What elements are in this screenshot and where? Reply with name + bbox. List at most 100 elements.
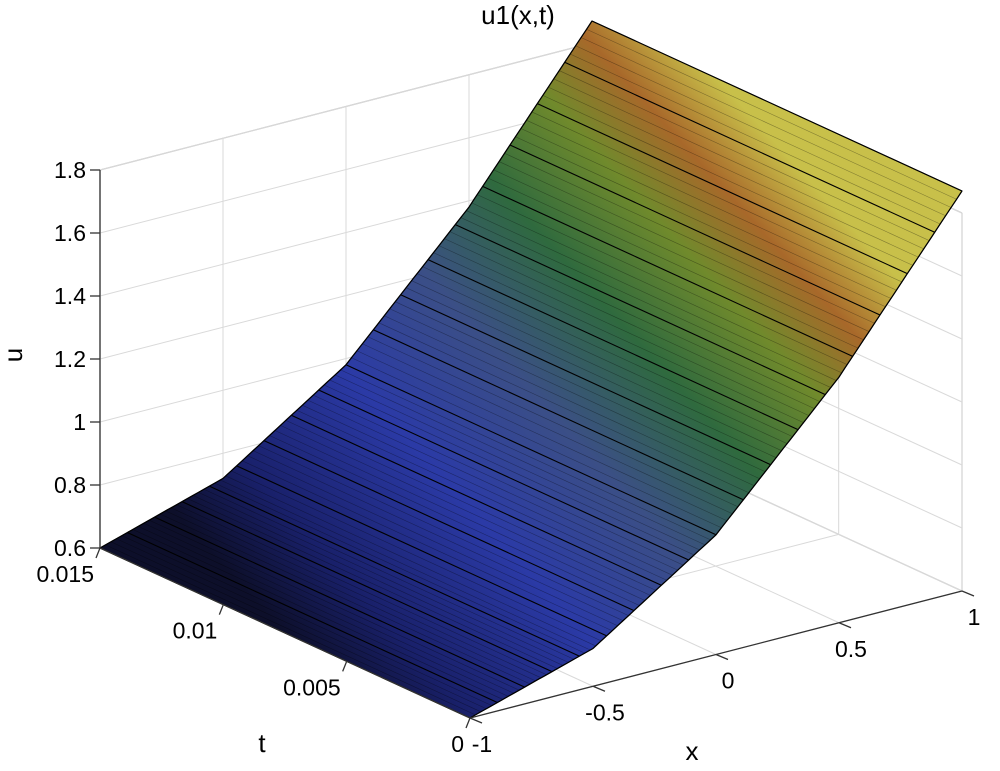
axes: 0.6 0.8 1 1.2 1.4 1.6 1.8 -1 -0.5 0 0.5 1 0 0.005 0.01… xyxy=(36,157,980,757)
surface-mesh-line xyxy=(477,194,848,365)
x-tick-label: 0 xyxy=(722,668,735,694)
t-tick-mark xyxy=(95,547,101,559)
surface-mesh-line xyxy=(570,53,941,225)
surface-contour-line xyxy=(345,364,717,536)
surface-mesh-line xyxy=(531,111,902,283)
u-tick-label: 1 xyxy=(73,409,86,435)
x-tick-label: -1 xyxy=(472,731,492,757)
u-tick-label: 0.6 xyxy=(54,535,86,561)
surface-mesh-line xyxy=(542,95,913,266)
surface-mesh-line xyxy=(488,177,859,349)
x-tick-mark xyxy=(715,653,729,661)
u-axis-label: u xyxy=(0,348,28,362)
surface-mesh-line xyxy=(187,498,558,669)
surface-contour-line xyxy=(154,516,525,688)
surface-contour-line xyxy=(509,144,881,316)
t-axis-label: t xyxy=(258,728,266,758)
surface-mesh-line xyxy=(132,529,503,700)
chart-title: u1(x,t) xyxy=(481,0,555,30)
surface-mesh-line xyxy=(406,287,777,458)
surface-mesh-line xyxy=(548,86,919,258)
t-axis-line xyxy=(99,547,471,719)
surface-mesh-line xyxy=(553,78,924,250)
surface-contour-line xyxy=(482,185,853,357)
surface-mesh-line xyxy=(444,238,815,409)
surface-mesh-line xyxy=(170,507,542,679)
surface-edge xyxy=(99,20,593,549)
surface-contour-line xyxy=(318,389,689,561)
surface-contour-line xyxy=(400,294,771,466)
surface-mesh-line xyxy=(411,280,782,451)
surface-mesh-line xyxy=(466,210,837,381)
surface-mesh-line xyxy=(214,482,585,654)
x-tick-label: -0.5 xyxy=(585,699,625,725)
t-tick-label: 0.005 xyxy=(283,674,341,700)
surface-mesh-line xyxy=(247,455,618,626)
surface-contour-line xyxy=(591,20,963,192)
surface-contour-line xyxy=(236,465,607,637)
surface-mesh-line xyxy=(138,526,509,697)
surface-contour-line xyxy=(209,485,580,657)
t-tick-mark xyxy=(342,661,348,672)
surface-mesh-line xyxy=(416,273,788,444)
u-tick-label: 1.4 xyxy=(54,283,86,309)
surface-mesh-line xyxy=(274,430,646,601)
surface-contour-line xyxy=(455,224,826,396)
surface-mesh-line xyxy=(395,301,766,472)
surface-mesh-line xyxy=(493,169,864,341)
u-tick-label: 1.8 xyxy=(54,157,86,183)
surface-mesh-line xyxy=(242,460,613,632)
surface-mesh-line xyxy=(324,384,695,556)
surface-mesh-line xyxy=(384,315,755,486)
x-tick-mark xyxy=(592,685,606,692)
x-tick-label: 1 xyxy=(968,604,981,630)
x-tick-mark xyxy=(469,717,483,724)
surface-mesh-line xyxy=(340,369,711,541)
t-tick-mark xyxy=(465,717,471,729)
surface-mesh-line xyxy=(280,425,651,596)
t-tick-label: 0.015 xyxy=(36,561,94,587)
surface-mesh-line xyxy=(471,202,842,374)
surface-mesh-line xyxy=(121,535,492,706)
surface-mesh-line xyxy=(580,37,952,208)
x-axis-label: x xyxy=(686,736,699,766)
surface-mesh-line xyxy=(438,245,810,416)
surface-mesh-line xyxy=(110,541,482,713)
surface-mesh-line xyxy=(504,153,875,324)
surface-contour-line xyxy=(373,329,744,501)
surface-mesh-line xyxy=(351,357,722,529)
surface-mesh-line xyxy=(433,252,804,423)
surface-mesh-line xyxy=(302,404,673,576)
surface-mesh-line xyxy=(149,519,520,691)
u-tick-label: 0.8 xyxy=(54,472,86,498)
t-tick-label: 0.01 xyxy=(173,618,218,644)
surface-mesh-line xyxy=(422,266,793,437)
surface-mesh-line xyxy=(586,28,957,200)
surface-contour-line xyxy=(427,259,799,431)
surface-contour-line xyxy=(263,440,635,612)
surface-mesh-line xyxy=(220,479,591,651)
surface-mesh-line xyxy=(252,450,624,621)
t-tick-label: 0 xyxy=(451,731,464,757)
surface-mesh-line xyxy=(334,374,706,546)
surface-contour-line xyxy=(127,532,498,704)
surface-mesh-line xyxy=(449,231,820,402)
surface-contour-line xyxy=(564,61,935,233)
x-tick-label: 0.5 xyxy=(835,636,867,662)
surface-mesh-line xyxy=(269,435,640,606)
surface-mesh-line xyxy=(296,409,667,581)
surface-mesh-line xyxy=(367,336,738,508)
surface-mesh-line xyxy=(285,420,656,591)
surface-mesh-line xyxy=(258,445,629,616)
surface-mesh-line xyxy=(307,399,678,571)
surface-mesh-line xyxy=(116,538,487,709)
surface-mesh-line xyxy=(389,308,760,479)
surface xyxy=(98,20,963,719)
surface-mesh-line xyxy=(329,379,700,551)
surface-sheet xyxy=(98,20,963,719)
surface-edge xyxy=(469,190,963,719)
surface-mesh-line xyxy=(378,322,749,494)
surface-contour-line xyxy=(181,501,553,673)
x-tick-mark xyxy=(838,622,852,629)
